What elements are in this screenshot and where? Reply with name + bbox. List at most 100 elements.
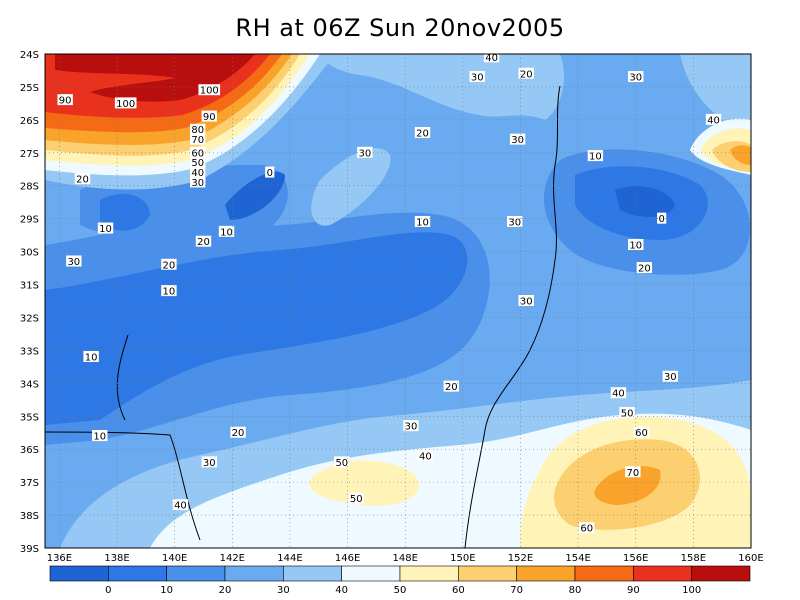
contour-label-bg (190, 156, 206, 168)
contour-label: 10 (163, 287, 176, 298)
contour-label: 10 (220, 227, 233, 238)
lon-tick-label: 138E (104, 553, 129, 564)
coastline (45, 85, 561, 548)
contour-label-bg (201, 110, 217, 122)
contour-label-bg (198, 84, 221, 96)
lat-tick-label: 30S (20, 248, 39, 259)
map-grid (45, 54, 751, 548)
contour-label: 30 (520, 297, 533, 308)
colorbar-swatch (166, 565, 226, 582)
colorbar-label: 30 (277, 585, 290, 596)
colorbar: 0 10 20 30 40 50 60 70 80 90 100 (49, 565, 751, 596)
lon-tick-label: 154E (565, 553, 590, 564)
lat-tick-label: 33S (20, 346, 39, 357)
contour-label: 20 (445, 382, 458, 393)
rh-band-70-80-ne (730, 145, 751, 165)
contour-label: 0 (658, 214, 664, 225)
contour-label-bg (705, 113, 722, 125)
lat-tick-label: 26S (20, 116, 39, 127)
lat-tick-label: 31S (20, 281, 39, 292)
contour-label: 60 (191, 148, 204, 159)
contour-label: 30 (511, 135, 524, 146)
contour-label-bg (265, 166, 275, 178)
colorbar-label: 70 (510, 585, 523, 596)
contour-label-bg (83, 350, 99, 362)
lat-axis: 24S 25S 26S 27S 28S 29S 30S 31S 32S 33S 34S 35S 36S 3… (20, 50, 39, 555)
contour-label-bg (628, 71, 644, 83)
contour-label: 10 (416, 217, 429, 228)
contour-label: 30 (358, 148, 371, 159)
lon-tick-label: 136E (47, 553, 72, 564)
contour-label-bg (218, 225, 235, 237)
contour-label-bg (114, 97, 137, 109)
contour-label: 40 (707, 115, 720, 126)
colorbar-label: 100 (682, 585, 701, 596)
lat-tick-label: 35S (20, 412, 39, 423)
contour-label: 30 (471, 73, 484, 84)
colorbar-swatch (516, 565, 576, 582)
contour-label-bg (414, 127, 431, 139)
lon-tick-label: 156E (623, 553, 648, 564)
contour-label-bg (587, 150, 604, 162)
contour-label-bg (636, 262, 653, 274)
rh-band-0-10-north (100, 193, 150, 231)
contour-label: 10 (93, 432, 106, 443)
lon-tick-label: 148E (393, 553, 418, 564)
contour-label-bg (610, 387, 627, 399)
contour-label: 20 (638, 264, 651, 275)
colorbar-swatch (458, 565, 517, 582)
contour-label-bg (230, 426, 246, 438)
contour-label-bg (483, 51, 500, 63)
contour-label: 60 (635, 428, 648, 439)
lon-tick-label: 140E (162, 553, 187, 564)
lon-tick-label: 152E (508, 553, 533, 564)
rh-band-below-0-b (615, 185, 675, 217)
colorbar-label: 0 (105, 585, 111, 596)
contour-label-bg (161, 258, 177, 270)
colorbar-label: 90 (627, 585, 640, 596)
contour-label-bg (190, 123, 206, 135)
contour-label: 10 (99, 224, 112, 235)
colorbar-label: 80 (569, 585, 582, 596)
contour-label: 50 (621, 408, 634, 419)
contour-label: 80 (191, 125, 204, 136)
lat-tick-label: 27S (20, 149, 39, 160)
contour-label: 90 (203, 112, 216, 123)
contour-label-bg (628, 239, 644, 251)
colorbar-label: 10 (160, 585, 173, 596)
colorbar-label: 20 (219, 585, 232, 596)
contour-label-bg (74, 173, 91, 185)
contour-label-bg (66, 255, 82, 267)
contour-label: 20 (416, 129, 429, 140)
contour-label: 30 (203, 458, 216, 469)
contour-label: 20 (520, 69, 533, 80)
contour-label: 40 (485, 53, 498, 64)
contour-label-bg (518, 67, 534, 79)
contour-label: 100 (116, 99, 135, 110)
contour-label: 70 (626, 468, 639, 479)
lat-tick-label: 25S (20, 83, 39, 94)
contour-label: 40 (612, 389, 625, 400)
contour-label: 30 (67, 257, 80, 268)
contour-label-bg (190, 176, 206, 188)
contour-label-bg (334, 456, 350, 468)
colorbar-label: 40 (335, 585, 348, 596)
contour-label-bg (619, 406, 635, 418)
contour-label: 50 (335, 458, 348, 469)
rh-band-70-80-se (594, 466, 661, 505)
contour-label: 40 (191, 168, 204, 179)
contour-label: 20 (76, 175, 89, 186)
contour-label-bg (190, 133, 206, 145)
rh-band-30-40-ne (680, 54, 751, 140)
contour-label-bg (190, 166, 206, 178)
colorbar-swatch (283, 565, 342, 582)
contour-label: 30 (508, 217, 521, 228)
contour-label-bg (195, 235, 212, 247)
contour-label-bg (201, 456, 217, 468)
rh-band-30-40-center (311, 148, 391, 226)
contour-label: 90 (59, 96, 72, 107)
colorbar-swatch (108, 565, 167, 582)
lat-tick-label: 29S (20, 215, 39, 226)
colorbar-label: 60 (452, 585, 465, 596)
contour-label-bg (92, 430, 108, 442)
